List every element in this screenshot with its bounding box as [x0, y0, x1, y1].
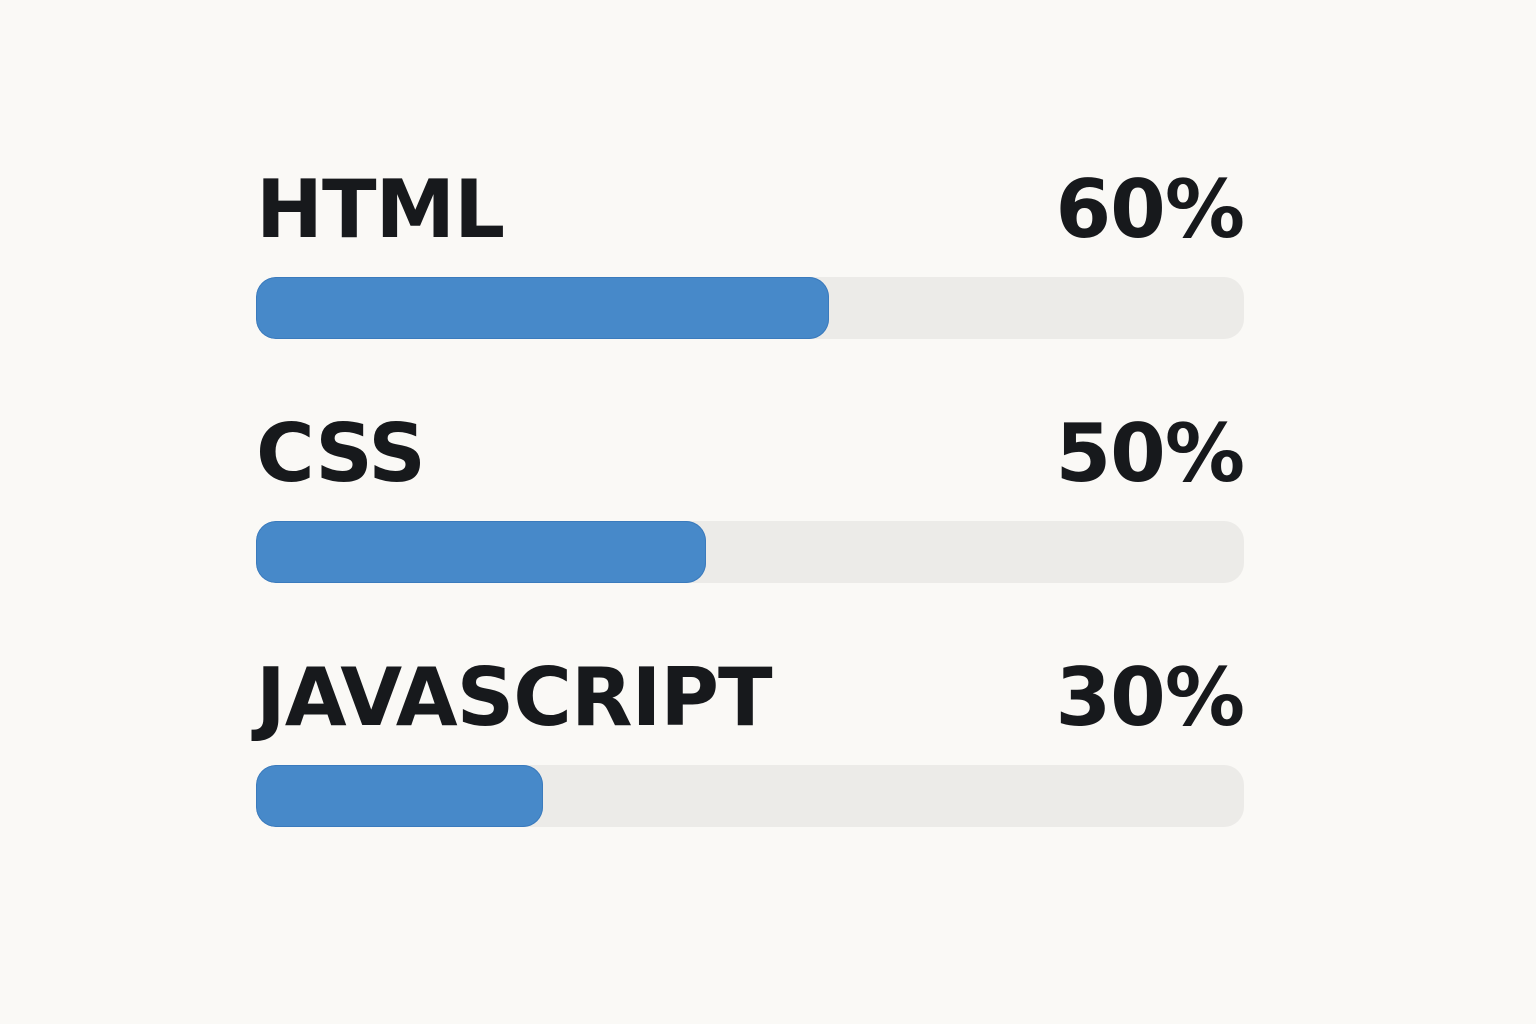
progress-fill [256, 521, 706, 583]
skill-css: CSS 50% [256, 407, 1245, 583]
skill-header: JAVASCRIPT 30% [256, 651, 1245, 764]
skill-javascript: JAVASCRIPT 30% [256, 651, 1245, 827]
skill-header: CSS 50% [256, 407, 1245, 520]
skill-name: CSS [256, 407, 426, 500]
skill-percent: 30% [1055, 651, 1245, 744]
progress-track [256, 521, 1244, 583]
skill-percent: 50% [1055, 407, 1245, 500]
skills-list: HTML 60% CSS 50% JAVASCRIPT 30% [256, 163, 1245, 827]
skill-name: HTML [256, 163, 505, 256]
progress-fill [256, 765, 543, 827]
progress-track [256, 277, 1244, 339]
skill-percent: 60% [1055, 163, 1245, 256]
progress-track [256, 765, 1244, 827]
skill-html: HTML 60% [256, 163, 1245, 339]
progress-fill [256, 277, 830, 339]
skill-header: HTML 60% [256, 163, 1245, 276]
skill-name: JAVASCRIPT [256, 651, 773, 744]
